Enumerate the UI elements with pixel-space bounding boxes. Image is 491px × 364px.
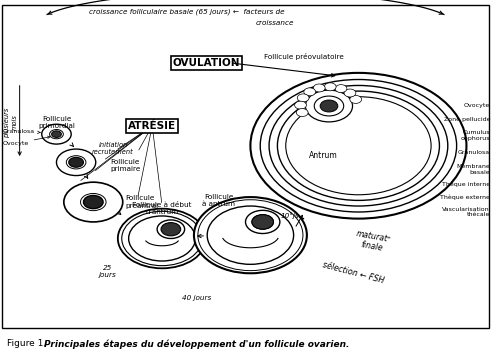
Circle shape [252,215,273,229]
Circle shape [277,91,439,201]
Circle shape [335,84,347,92]
Circle shape [207,206,294,264]
Circle shape [246,210,280,234]
Text: 40 jours: 40 jours [182,295,211,301]
Text: ATRÉSIE: ATRÉSIE [128,121,176,131]
Text: Ovocyte: Ovocyte [464,103,490,108]
Text: OVULATION: OVULATION [172,58,240,68]
Circle shape [42,124,71,144]
Circle shape [81,193,106,211]
Circle shape [194,197,307,273]
Circle shape [83,195,103,209]
Text: maturatᵉ
finale: maturatᵉ finale [354,229,392,254]
Circle shape [313,84,325,92]
Text: Follicule
à antrum: Follicule à antrum [202,194,235,207]
Circle shape [56,149,96,175]
Circle shape [304,88,316,96]
Circle shape [50,130,63,139]
Circle shape [295,101,306,109]
Circle shape [350,95,362,103]
Text: Follicule
préantral: Follicule préantral [125,195,158,209]
Text: Cumulus
oophorus: Cumulus oophorus [461,130,490,141]
Circle shape [296,108,308,116]
Circle shape [69,157,83,167]
Text: Antrum: Antrum [309,151,338,160]
Circle shape [344,89,356,97]
Text: croissance folliculaire basale (65 jours) ←  facteurs de: croissance folliculaire basale (65 jours… [89,8,284,15]
Circle shape [286,97,431,195]
Circle shape [260,79,457,212]
Circle shape [157,220,185,238]
Text: sélection ← FSH: sélection ← FSH [322,261,385,286]
Text: Thèque externe: Thèque externe [440,194,490,200]
Text: Thèque interne: Thèque interne [442,181,490,187]
Text: Zone pellucide: Zone pellucide [443,117,490,122]
Text: Granulosa: Granulosa [458,150,490,155]
Text: Follicule à début
d’antrum: Follicule à début d’antrum [132,202,192,215]
Text: Follicule
primordial: Follicule primordial [38,116,75,129]
Text: Ovocyte: Ovocyte [2,136,50,146]
Circle shape [250,73,466,219]
Text: initiation
recrutement: initiation recrutement [92,142,134,155]
Text: 10°js: 10°js [280,212,299,219]
Text: 25
jours: 25 jours [99,265,117,278]
Text: Figure 1.: Figure 1. [7,339,50,348]
Text: croissance: croissance [256,20,294,26]
Circle shape [325,83,336,91]
Text: Principales étapes du développement d'un follicule ovarien.: Principales étapes du développement d'un… [44,339,350,349]
Circle shape [52,131,61,138]
Text: Vascularisation
thécale: Vascularisation thécale [442,207,490,217]
Circle shape [198,200,303,270]
Circle shape [314,96,344,116]
Text: Membrane
basale: Membrane basale [456,164,490,175]
FancyBboxPatch shape [2,5,489,328]
Circle shape [305,90,353,122]
Circle shape [165,225,177,233]
Circle shape [66,156,86,169]
Text: plusieurs
mois: plusieurs mois [4,107,17,138]
Text: Follicule préovulatoire: Follicule préovulatoire [265,53,344,60]
Circle shape [161,223,181,236]
Circle shape [118,209,206,268]
Circle shape [129,216,195,261]
Text: Follicule
primaire: Follicule primaire [110,159,141,172]
Circle shape [252,215,273,229]
Text: Granulosa: Granulosa [2,129,40,134]
Circle shape [64,182,123,222]
Circle shape [269,86,448,206]
Circle shape [320,100,338,112]
Circle shape [297,94,309,102]
Circle shape [122,211,202,266]
